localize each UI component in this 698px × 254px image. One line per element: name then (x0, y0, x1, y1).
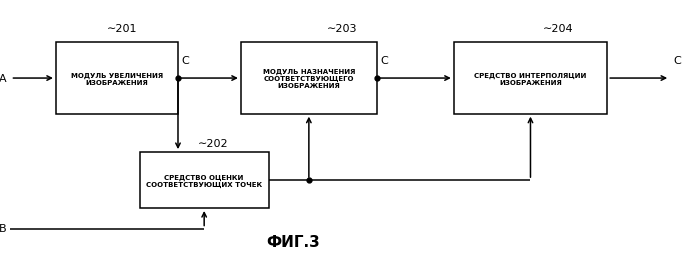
Text: ∼202: ∼202 (198, 138, 228, 149)
Text: МОДУЛЬ УВЕЛИЧЕНИЯ
ИЗОБРАЖЕНИЯ: МОДУЛЬ УВЕЛИЧЕНИЯ ИЗОБРАЖЕНИЯ (71, 72, 163, 85)
Text: МОДУЛЬ НАЗНАЧЕНИЯ
СООТВЕТСТВУЮЩЕГО
ИЗОБРАЖЕНИЯ: МОДУЛЬ НАЗНАЧЕНИЯ СООТВЕТСТВУЮЩЕГО ИЗОБР… (262, 69, 355, 89)
FancyBboxPatch shape (56, 43, 178, 114)
Text: СРЕДСТВО ИНТЕРПОЛЯЦИИ
ИЗОБРАЖЕНИЯ: СРЕДСТВО ИНТЕРПОЛЯЦИИ ИЗОБРАЖЕНИЯ (475, 72, 586, 85)
Text: С: С (380, 56, 388, 66)
Text: ∼204: ∼204 (543, 24, 574, 34)
Text: А: А (0, 74, 7, 84)
Text: ∼201: ∼201 (107, 24, 138, 34)
FancyBboxPatch shape (241, 43, 377, 114)
Text: С: С (181, 56, 189, 66)
Text: С: С (674, 56, 681, 66)
Text: СРЕДСТВО ОЦЕНКИ
СООТВЕТСТВУЮЩИХ ТОЧЕК: СРЕДСТВО ОЦЕНКИ СООТВЕТСТВУЮЩИХ ТОЧЕК (146, 174, 262, 187)
Text: ∼203: ∼203 (327, 24, 357, 34)
FancyBboxPatch shape (140, 152, 269, 208)
Text: ФИГ.3: ФИГ.3 (266, 234, 320, 249)
Text: В: В (0, 224, 7, 234)
FancyBboxPatch shape (454, 43, 607, 114)
